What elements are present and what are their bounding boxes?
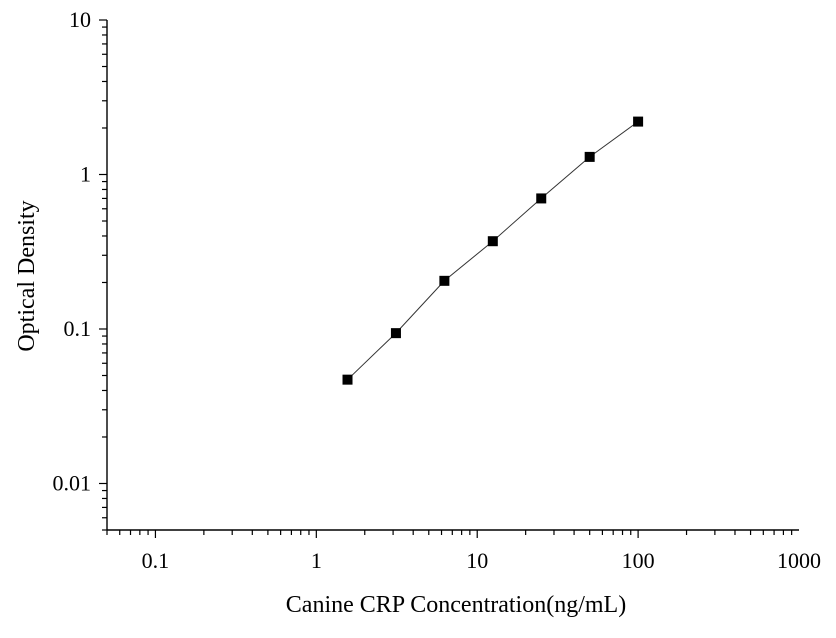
x-tick-label: 1000 bbox=[777, 548, 821, 573]
data-point bbox=[584, 151, 595, 162]
y-axis-label: Optical Density bbox=[14, 200, 40, 351]
data-point bbox=[633, 116, 644, 127]
data-point bbox=[390, 328, 401, 339]
x-tick-label: 10 bbox=[466, 548, 488, 573]
x-axis-label: Canine CRP Concentration(ng/mL) bbox=[286, 592, 626, 618]
data-point bbox=[342, 374, 353, 385]
x-tick-label: 100 bbox=[622, 548, 655, 573]
axes: 0.1 1 10 100 1000 0.01 0.1 1 10 bbox=[53, 7, 822, 573]
y-tick-label: 10 bbox=[69, 7, 91, 32]
y-tick-label: 0.1 bbox=[64, 316, 92, 341]
data-point bbox=[439, 275, 450, 286]
data-point bbox=[487, 236, 498, 247]
y-tick-label: 1 bbox=[80, 161, 91, 186]
x-tick-label: 1 bbox=[311, 548, 322, 573]
data-point bbox=[536, 193, 547, 204]
y-tick-label: 0.01 bbox=[53, 470, 92, 495]
plot-area bbox=[342, 116, 644, 385]
x-tick-label: 0.1 bbox=[142, 548, 170, 573]
